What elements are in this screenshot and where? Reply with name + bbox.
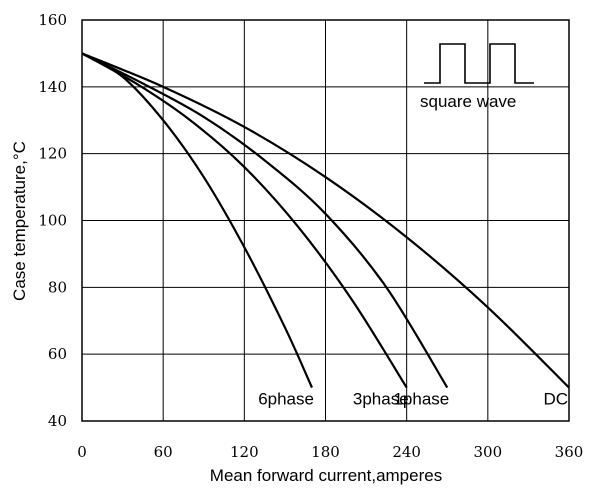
x-tick-label: 360 (555, 443, 584, 461)
series-line-6phase (81, 52, 313, 389)
series-line-1phase (81, 52, 449, 389)
y-tick-label: 140 (38, 78, 67, 96)
square-wave-inset: square wave (420, 43, 534, 111)
series-label-6phase: 6phase (258, 390, 314, 409)
plot-frame (81, 19, 570, 422)
y-axis-title: Case temperature,°C (10, 141, 29, 301)
square-wave-icon (424, 43, 534, 84)
x-tick-label: 0 (77, 443, 87, 461)
series-line-3phase (81, 52, 408, 389)
curves (81, 52, 570, 389)
y-tick-label: 100 (38, 212, 67, 230)
series-label-dc: DC (543, 390, 568, 409)
y-tick-label: 60 (48, 345, 67, 363)
x-tick-label: 120 (230, 443, 259, 461)
y-tick-label: 80 (48, 278, 67, 296)
y-tick-label: 120 (38, 145, 67, 163)
x-tick-label: 300 (474, 443, 503, 461)
series-label-1phase: 1phase (393, 390, 449, 409)
x-tick-label: 60 (154, 443, 173, 461)
series-label-3phase: 3phase (353, 390, 409, 409)
grid (81, 19, 570, 422)
x-tick-label: 240 (392, 443, 421, 461)
square-wave-label: square wave (420, 92, 516, 111)
x-tick-label: 180 (311, 443, 340, 461)
series-line-dc (81, 52, 570, 389)
x-axis-title: Mean forward current,amperes (210, 466, 442, 485)
y-tick-label: 160 (38, 11, 67, 29)
y-tick-label: 40 (48, 412, 67, 430)
tick-labels: 0 60 120 180 240 300 360 40 60 80 100 120 140 160 (38, 11, 583, 461)
